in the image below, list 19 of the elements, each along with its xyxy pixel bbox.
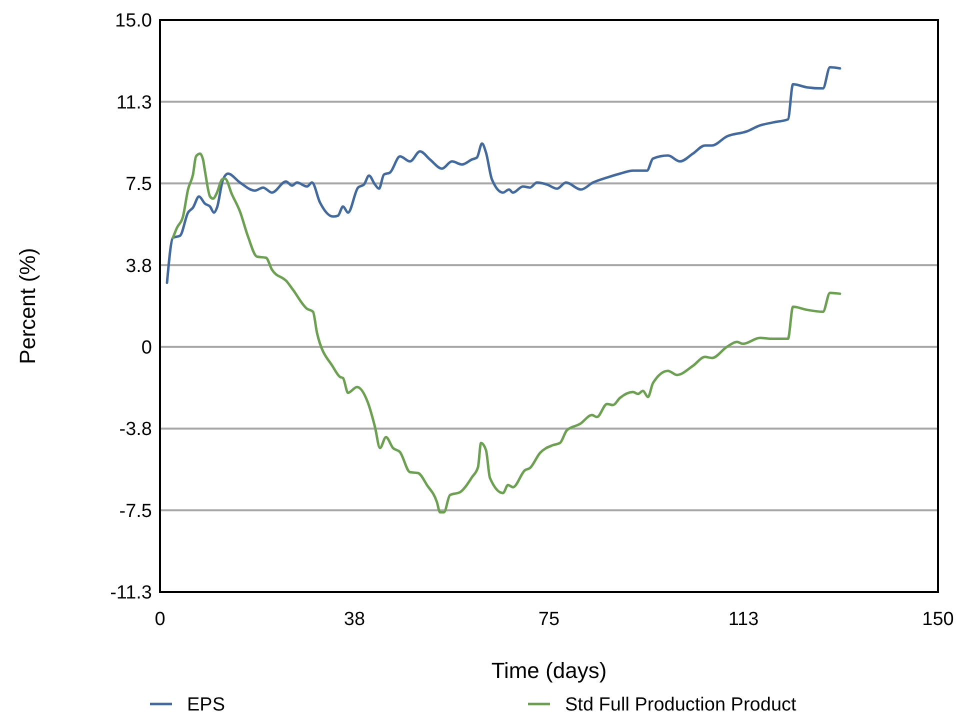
y-tick-label: 7.5 bbox=[126, 174, 152, 196]
x-axis-title: Time (days) bbox=[491, 658, 607, 683]
x-tick-label: 0 bbox=[154, 609, 166, 630]
y-tick-label: 15.0 bbox=[115, 10, 152, 32]
y-tick-label: -11.3 bbox=[110, 582, 152, 604]
x-tick-label: 75 bbox=[538, 609, 560, 630]
y-tick-label: -3.8 bbox=[119, 419, 152, 440]
y-tick-label: 11.3 bbox=[116, 92, 152, 114]
y-tick-label: 0 bbox=[141, 338, 152, 359]
legend-label: Std Full Production Product bbox=[565, 694, 798, 716]
y-tick-label: -7.5 bbox=[119, 500, 152, 522]
y-axis-title: Percent (%) bbox=[15, 248, 40, 364]
x-tick-label: 113 bbox=[728, 609, 759, 630]
legend-label: EPS bbox=[187, 694, 226, 716]
y-tick-label: 3.8 bbox=[126, 256, 152, 277]
line-series bbox=[166, 66, 842, 284]
x-tick-label: 150 bbox=[922, 609, 954, 630]
line-series bbox=[172, 152, 842, 514]
x-tick-label: 38 bbox=[344, 609, 366, 630]
